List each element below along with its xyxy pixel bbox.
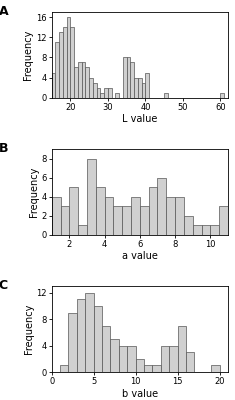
Bar xyxy=(210,225,219,235)
Bar xyxy=(78,62,82,98)
Bar xyxy=(134,78,138,98)
Bar xyxy=(145,72,149,98)
Bar xyxy=(157,178,166,235)
Bar xyxy=(131,197,140,235)
Y-axis label: Frequency: Frequency xyxy=(29,167,39,217)
Bar xyxy=(52,197,61,235)
Bar xyxy=(100,93,104,98)
Bar xyxy=(119,346,127,372)
Bar xyxy=(82,62,86,98)
Bar xyxy=(93,82,97,98)
X-axis label: L value: L value xyxy=(122,114,157,124)
Bar xyxy=(89,78,93,98)
Bar xyxy=(108,88,112,98)
Text: C: C xyxy=(0,280,8,292)
Bar xyxy=(169,346,178,372)
Y-axis label: Frequency: Frequency xyxy=(24,304,34,354)
Bar xyxy=(219,206,228,235)
Bar xyxy=(153,366,161,372)
Bar xyxy=(144,366,153,372)
Bar xyxy=(211,366,219,372)
Bar xyxy=(142,82,145,98)
Bar xyxy=(130,62,134,98)
Bar xyxy=(220,93,224,98)
Bar xyxy=(127,346,136,372)
Bar xyxy=(136,359,144,372)
Bar xyxy=(166,197,175,235)
Bar xyxy=(193,225,201,235)
Bar xyxy=(127,57,130,98)
Y-axis label: Frequency: Frequency xyxy=(24,30,33,80)
Bar xyxy=(140,206,149,235)
Bar xyxy=(85,293,94,372)
Bar xyxy=(87,159,96,235)
Bar xyxy=(96,187,105,235)
Bar xyxy=(86,68,89,98)
Bar xyxy=(102,326,110,372)
Bar xyxy=(164,93,168,98)
Bar xyxy=(55,42,59,98)
Bar xyxy=(178,326,186,372)
Bar xyxy=(61,206,69,235)
Bar xyxy=(228,216,235,235)
X-axis label: b value: b value xyxy=(122,389,158,399)
Bar xyxy=(63,27,67,98)
Bar xyxy=(110,339,119,372)
X-axis label: a value: a value xyxy=(122,252,158,262)
Bar xyxy=(59,32,63,98)
Bar xyxy=(184,216,193,235)
Bar xyxy=(122,206,131,235)
Bar xyxy=(201,225,210,235)
Bar xyxy=(69,187,78,235)
Bar xyxy=(67,17,70,98)
Bar xyxy=(77,300,85,372)
Bar xyxy=(114,206,122,235)
Bar xyxy=(186,352,194,372)
Bar xyxy=(105,197,114,235)
Bar xyxy=(74,68,78,98)
Text: B: B xyxy=(0,142,8,155)
Bar xyxy=(149,187,157,235)
Bar xyxy=(97,88,100,98)
Bar xyxy=(70,27,74,98)
Bar xyxy=(68,313,77,372)
Bar xyxy=(94,306,102,372)
Bar xyxy=(123,57,127,98)
Bar xyxy=(175,197,184,235)
Bar xyxy=(104,88,108,98)
Bar xyxy=(60,366,68,372)
Bar xyxy=(138,78,142,98)
Bar xyxy=(52,72,55,98)
Text: A: A xyxy=(0,5,8,18)
Bar xyxy=(161,346,169,372)
Bar xyxy=(78,225,87,235)
Bar xyxy=(115,93,119,98)
